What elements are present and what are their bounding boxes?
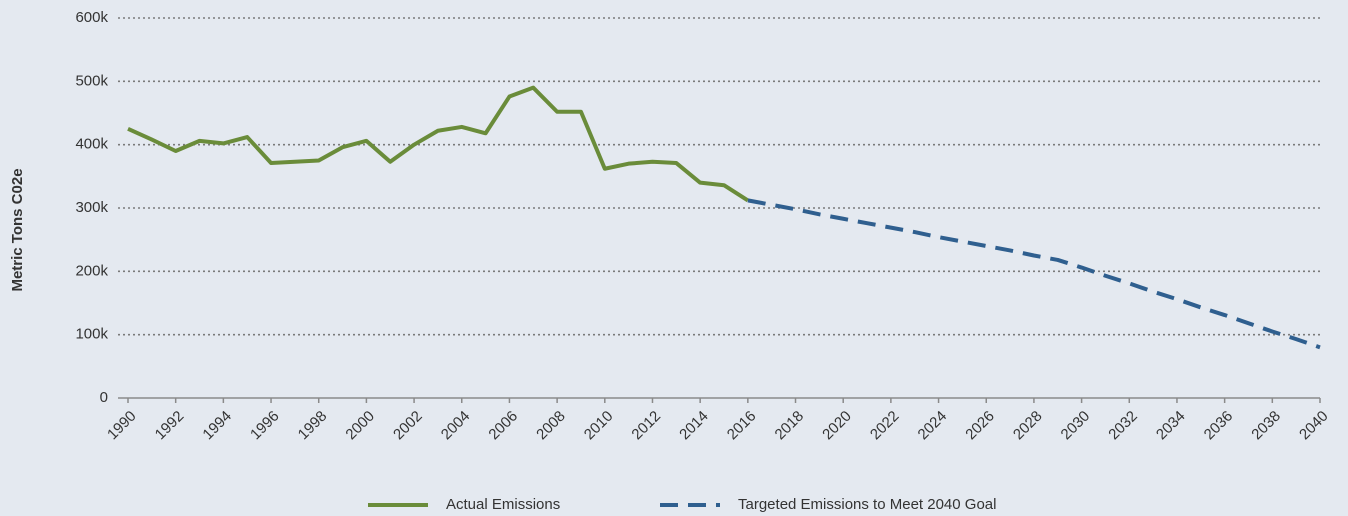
x-tick-label: 2040 <box>1296 408 1332 444</box>
legend-label: Targeted Emissions to Meet 2040 Goal <box>738 496 996 513</box>
x-tick-label: 2020 <box>819 408 855 444</box>
series-line <box>127 85 749 203</box>
x-tick-label: 2012 <box>628 408 664 444</box>
y-tick-label: 600k <box>75 9 108 26</box>
x-tick-label: 1994 <box>199 408 235 444</box>
x-tick-label: 1992 <box>152 408 188 444</box>
legend-label: Actual Emissions <box>446 496 560 513</box>
x-tick-label: 2030 <box>1058 408 1094 444</box>
x-tick-label: 2018 <box>772 408 808 444</box>
y-tick-label: 300k <box>75 199 108 216</box>
x-tick-label: 1998 <box>295 408 331 444</box>
x-tick-label: 2038 <box>1248 408 1284 444</box>
x-tick-label: 1990 <box>104 408 140 444</box>
x-tick-label: 2034 <box>1153 408 1189 444</box>
x-tick-label: 2016 <box>724 408 760 444</box>
x-tick-label: 2014 <box>676 408 712 444</box>
x-tick-label: 2036 <box>1201 408 1237 444</box>
y-tick-label: 100k <box>75 326 108 343</box>
y-tick-label: 0 <box>100 389 108 406</box>
x-tick-label: 2002 <box>390 408 426 444</box>
x-tick-label: 2028 <box>1010 408 1046 444</box>
x-tick-label: 2010 <box>581 408 617 444</box>
y-tick-label: 400k <box>75 136 108 153</box>
x-tick-label: 2024 <box>915 408 951 444</box>
x-tick-label: 1996 <box>247 408 283 444</box>
x-tick-label: 2004 <box>438 408 474 444</box>
y-tick-label: 500k <box>75 72 108 89</box>
x-tick-label: 2000 <box>342 408 378 444</box>
x-tick-label: 2032 <box>1105 408 1141 444</box>
y-tick-label: 200k <box>75 262 108 279</box>
x-tick-label: 2022 <box>867 408 903 444</box>
y-axis-label: Metric Tons C02e <box>9 168 26 291</box>
series-line <box>747 198 1321 350</box>
x-tick-label: 2006 <box>485 408 521 444</box>
x-tick-label: 2008 <box>533 408 569 444</box>
x-tick-label: 2026 <box>962 408 998 444</box>
